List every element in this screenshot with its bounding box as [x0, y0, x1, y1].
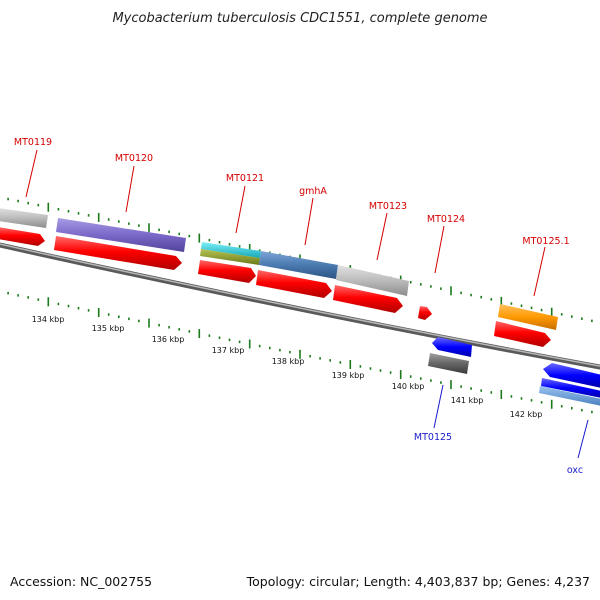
gene-label-mt0125: MT0125: [414, 432, 452, 443]
scale-label: 142 kbp: [510, 410, 543, 419]
reverse-cds-arrow: [432, 337, 472, 357]
cds-reverse-track: [428, 337, 600, 406]
feature-track-outer: [0, 208, 558, 330]
feature-purple: [56, 218, 186, 252]
forward-label-leaders: [25, 149, 546, 297]
cds-arrow: [256, 270, 332, 298]
scale-label: 138 kbp: [272, 357, 305, 366]
genome-backbone: [0, 242, 600, 370]
reverse-label-leaders: [433, 384, 589, 459]
cds-arrow: [198, 260, 256, 283]
scale-label: 135 kbp: [92, 324, 125, 333]
forward-gene-labels: MT0119 MT0120 MT0121 gmhA MT0123 MT0124 …: [14, 137, 570, 247]
feature-olive: [200, 249, 260, 265]
gene-label-mt0124: MT0124: [427, 214, 465, 225]
topology-label: Topology: circular; Length: 4,403,837 bp…: [246, 574, 590, 589]
gene-label-mt0120: MT0120: [115, 153, 153, 164]
cds-arrow: [333, 285, 403, 313]
inner-tick-ruler: [7, 291, 593, 414]
gene-label-mt0119: MT0119: [14, 137, 52, 148]
feature-cyan: [201, 242, 261, 258]
reverse-cds-arrow: [541, 378, 600, 398]
feature-steel: [259, 251, 338, 279]
scale-label: 136 kbp: [152, 335, 185, 344]
scale-label: 139 kbp: [332, 371, 365, 380]
gene-label-gmha: gmhA: [299, 186, 327, 197]
cds-forward-track: [0, 227, 551, 347]
cds-arrow: [54, 236, 182, 270]
reverse-gene-labels: MT0125 oxc: [414, 432, 583, 476]
reverse-cds-arrow: [543, 363, 600, 388]
gene-label-mt0121: MT0121: [226, 173, 264, 184]
scale-label: 134 kbp: [32, 315, 65, 324]
feature-dkgrey: [428, 353, 469, 374]
feature-ltblue: [539, 386, 600, 406]
scale-label: 137 kbp: [212, 346, 245, 355]
map-title: Mycobacterium tuberculosis CDC1551, comp…: [112, 11, 487, 26]
cds-arrow: [0, 227, 45, 246]
feature-orange: [498, 304, 558, 330]
feature-grey-mid: [336, 265, 409, 296]
cds-arrow: [418, 306, 432, 320]
accession-label: Accession: NC_002755: [10, 574, 152, 589]
scale-labels: 134 kbp 135 kbp 136 kbp 137 kbp 138 kbp …: [32, 315, 543, 419]
gene-label-mt0123: MT0123: [369, 201, 407, 212]
scale-label: 140 kbp: [392, 382, 425, 391]
gene-label-oxc: oxc: [567, 465, 583, 476]
feature-grey-left: [0, 208, 48, 228]
gene-label-mt0125-1: MT0125.1: [522, 236, 569, 247]
cds-arrow: [494, 321, 551, 347]
scale-label: 141 kbp: [451, 396, 484, 405]
